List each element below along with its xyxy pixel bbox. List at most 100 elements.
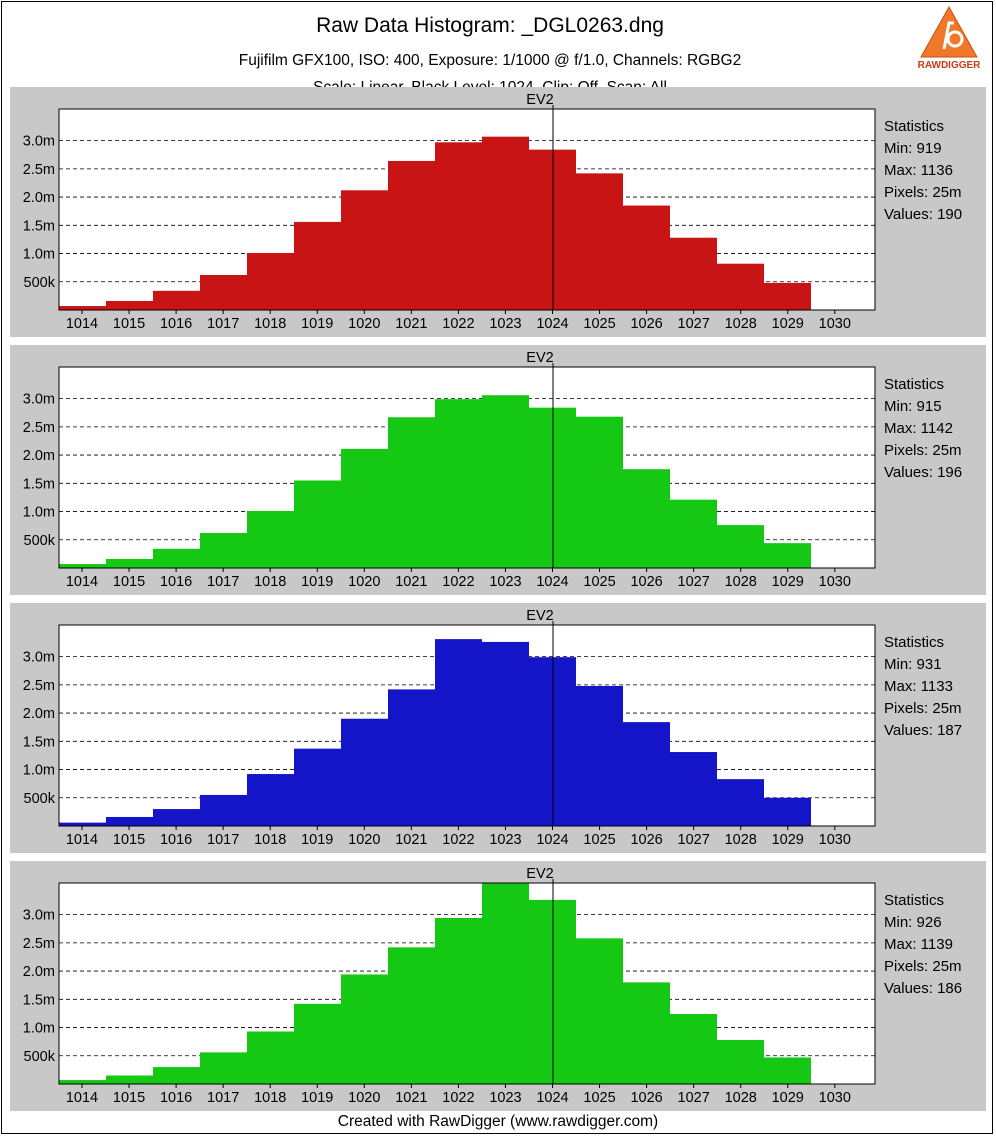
histogram-bar (341, 448, 388, 568)
y-tick-label: 1.5m (23, 218, 55, 234)
histogram-bar (59, 564, 106, 568)
x-tick-label: 1017 (207, 1090, 239, 1106)
y-tick-label: 1.0m (23, 505, 55, 521)
x-tick-label: 1015 (113, 574, 145, 590)
x-tick-label: 1027 (678, 574, 710, 590)
x-tick-label: 1020 (348, 574, 380, 590)
histogram-bar (482, 136, 529, 310)
panel-title: EV2 (526, 350, 553, 366)
histogram-bar (341, 718, 388, 826)
histogram-bar (670, 237, 717, 310)
x-tick-label: 1024 (536, 316, 568, 332)
x-tick-label: 1016 (160, 832, 192, 848)
x-tick-label: 1021 (395, 832, 427, 848)
y-tick-label: 1.0m (23, 247, 55, 263)
histogram-bar (717, 263, 764, 310)
stats-min: Min: 919 (884, 140, 942, 157)
histogram-bar (623, 722, 670, 826)
histogram-bar (247, 510, 294, 568)
stats-min: Min: 926 (884, 914, 942, 931)
x-tick-label: 1029 (772, 1090, 804, 1106)
histogram-bar (59, 1080, 106, 1084)
y-tick-label: 2.0m (23, 706, 55, 722)
x-tick-label: 1028 (725, 316, 757, 332)
histogram-bar (294, 221, 341, 310)
histogram-bar (717, 525, 764, 568)
x-tick-label: 1017 (207, 832, 239, 848)
x-tick-label: 1030 (819, 574, 851, 590)
histogram-bar (764, 282, 811, 310)
histogram-bar (435, 639, 482, 826)
histogram-bar (435, 918, 482, 1084)
x-tick-label: 1021 (395, 316, 427, 332)
y-tick-label: 1.5m (23, 476, 55, 492)
histogram-bar (247, 774, 294, 826)
histogram-bar (435, 399, 482, 568)
rawdigger-logo-icon: RAWDIGGER (918, 5, 981, 71)
x-tick-label: 1027 (678, 832, 710, 848)
x-tick-label: 1016 (160, 316, 192, 332)
histogram-panel-g: 500k 1.0m 1.5m 2.0m 2.5m 3.0m EV2 1014 1015 1016 1… (10, 345, 986, 595)
y-tick-label: 3.0m (23, 908, 55, 924)
stats-heading: Statistics (884, 892, 944, 909)
x-tick-label: 1017 (207, 316, 239, 332)
histogram-bar (576, 685, 623, 826)
y-tick-label: 500k (24, 791, 56, 807)
y-tick-label: 500k (24, 1049, 56, 1065)
x-tick-label: 1024 (536, 1090, 568, 1106)
x-tick-label: 1017 (207, 574, 239, 590)
histogram-panel-r: 500k 1.0m 1.5m 2.0m 2.5m 3.0m EV2 1014 1015 1016 1… (10, 87, 986, 337)
x-tick-label: 1022 (442, 1090, 474, 1106)
histogram-bar (200, 794, 247, 826)
histogram-bar (764, 543, 811, 568)
x-tick-label: 1026 (630, 832, 662, 848)
x-tick-label: 1015 (113, 832, 145, 848)
x-tick-label: 1018 (254, 1090, 286, 1106)
x-tick-label: 1015 (113, 1090, 145, 1106)
histogram-bar (764, 797, 811, 826)
logo-text: RAWDIGGER (918, 60, 981, 71)
x-tick-label: 1022 (442, 574, 474, 590)
stats-min: Min: 931 (884, 656, 942, 673)
stats-heading: Statistics (884, 118, 944, 135)
histogram-bar (153, 290, 200, 310)
histogram-bar (764, 1057, 811, 1084)
y-tick-label: 2.5m (23, 162, 55, 178)
stats-pixels: Pixels: 25m (884, 958, 962, 975)
histogram-bar (388, 689, 435, 826)
stats-pixels: Pixels: 25m (884, 184, 962, 201)
histogram-bar (623, 205, 670, 310)
histogram-bar (200, 1052, 247, 1084)
x-tick-label: 1019 (301, 316, 333, 332)
x-tick-label: 1021 (395, 1090, 427, 1106)
histogram-bar (200, 274, 247, 310)
x-tick-label: 1030 (819, 1090, 851, 1106)
y-tick-label: 3.0m (23, 134, 55, 150)
x-tick-label: 1028 (725, 832, 757, 848)
panel-title: EV2 (526, 608, 553, 624)
histogram-bar (388, 947, 435, 1084)
x-tick-label: 1014 (66, 832, 98, 848)
stats-max: Max: 1139 (884, 936, 953, 953)
y-tick-label: 2.0m (23, 448, 55, 464)
histogram-bar (59, 306, 106, 310)
stats-values: Values: 187 (884, 722, 962, 739)
y-tick-label: 1.0m (23, 763, 55, 779)
x-tick-label: 1024 (536, 832, 568, 848)
x-tick-label: 1026 (630, 574, 662, 590)
x-tick-label: 1023 (489, 316, 521, 332)
histogram-bar (106, 816, 153, 826)
plot-border (58, 624, 876, 827)
y-tick-label: 2.5m (23, 678, 55, 694)
x-tick-label: 1019 (301, 574, 333, 590)
plot-border (58, 882, 876, 1085)
stats-heading: Statistics (884, 634, 944, 651)
histogram-panel-b: 500k 1.0m 1.5m 2.0m 2.5m 3.0m EV2 1014 1015 1016 1… (10, 603, 986, 853)
plot-border (58, 366, 876, 569)
y-tick-label: 2.0m (23, 964, 55, 980)
stats-max: Max: 1142 (884, 420, 953, 437)
histogram-bar (294, 1003, 341, 1084)
x-tick-label: 1018 (254, 574, 286, 590)
